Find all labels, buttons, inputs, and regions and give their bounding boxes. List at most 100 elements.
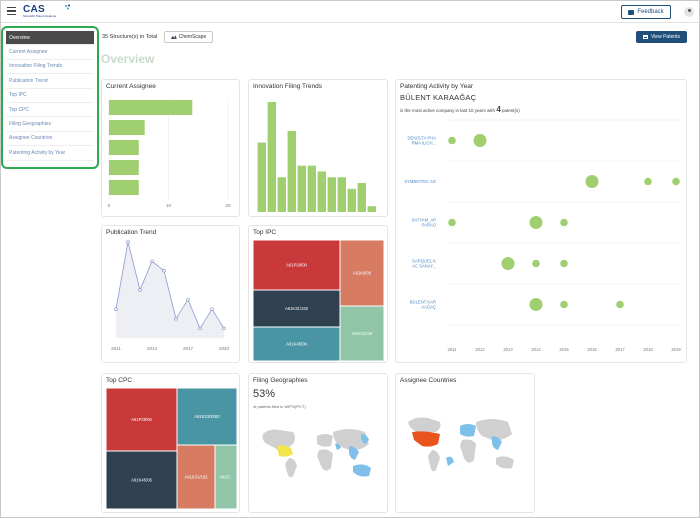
world-map-shapes (262, 429, 371, 478)
treemap-label: A61K31/192 (285, 306, 309, 311)
bubble (560, 218, 568, 227)
sidebar-item-filing-geographies[interactable]: Filing Geographies (6, 117, 94, 132)
data-point (138, 288, 142, 292)
top-header: CAS Scientific Patent Explorer Feedback (1, 1, 699, 23)
treemap-cell (214, 444, 238, 510)
top-cpc-treemap: A61P29/00 A61K2300/00 A61K45/06 A61K31/192 A… (105, 387, 238, 510)
top-ipc-card: Top IPC A61P29/00 A61K9/00 A61K31/192 A61K4… (248, 225, 388, 363)
view-patents-button[interactable]: View Patents (636, 31, 687, 43)
sidebar-item-patenting-activity[interactable]: Patenting Activity by Year (6, 146, 94, 161)
x-tick-label: 2017 (183, 346, 194, 351)
bubble (672, 177, 680, 186)
x-tick-label: 2019 (671, 347, 681, 352)
assignee-countries-card: Assignee Countries (395, 373, 535, 513)
bubble (448, 218, 456, 227)
bubble (560, 259, 568, 268)
sidebar-item-top-cpc[interactable]: Top CPC (6, 103, 94, 118)
logo-dots-icon (65, 4, 70, 10)
bubble (644, 177, 652, 186)
company-label: RMA ILICH... (412, 141, 436, 146)
bubble (529, 216, 543, 229)
cas-logo[interactable]: CAS Scientific Patent Explorer (23, 4, 70, 18)
logo-subtitle: Scientific Patent Explorer (23, 14, 57, 18)
x-tick-label: 2018 (643, 347, 653, 352)
treemap-label: A61K31/19 (352, 331, 373, 336)
bar (109, 140, 139, 155)
chemscape-label: ChemScape (178, 34, 207, 40)
activity-summary: is the most active company in last 10 ye… (400, 105, 520, 114)
data-point (114, 307, 118, 311)
chemscape-button[interactable]: ChemScape (164, 31, 213, 43)
sidebar-item-assignee-countries[interactable]: Assignee Countries (6, 132, 94, 147)
top-ipc-treemap: A61P29/00 A61K9/00 A61K31/192 A61K45/06 A61K… (252, 239, 385, 362)
treemap-cell (105, 387, 178, 452)
bar (307, 165, 316, 212)
treemap-label: A61K45/06 (286, 342, 307, 347)
filing-geographies-map (262, 429, 371, 478)
sidebar-item-top-ipc[interactable]: Top IPC (6, 89, 94, 103)
company-label: DEKOLTA PHA (408, 136, 437, 141)
view-patents-label: View Patents (650, 34, 681, 40)
bubble (532, 259, 540, 268)
bar (347, 188, 356, 212)
wipo-label: of patents filed in WIPO(PCT) (253, 404, 306, 409)
treemap-label: A61K9/00 (353, 271, 372, 276)
card-title: Top IPC (253, 229, 277, 236)
x-tick-label: 2013 (503, 347, 513, 352)
bar (327, 177, 336, 212)
x-tick-label: 0 (108, 203, 111, 208)
data-point (150, 259, 154, 263)
treemap-label: A61P29/00 (286, 263, 307, 268)
card-title: Assignee Countries (400, 377, 457, 384)
company-label: PARAO (422, 223, 437, 228)
bubble (473, 134, 487, 147)
bar (109, 100, 193, 115)
sidebar-item-overview[interactable]: Overview (6, 31, 94, 46)
company-label: AAĞAÇ (421, 305, 436, 310)
x-tick-label: 2014 (531, 347, 541, 352)
treemap-label: A61K31/192 (184, 475, 208, 480)
publication-trend-card: Publication Trend 2011 2014 2017 2020 (101, 225, 240, 363)
company-label: SATYAM_AP (411, 218, 436, 223)
data-point (186, 297, 190, 302)
bar (277, 177, 286, 212)
summary-prefix: is the most active company in last 10 ye… (400, 108, 496, 113)
bubble (585, 175, 599, 188)
sidebar-item-innovation-filing-trends[interactable]: Innovation Filing Trends (6, 60, 94, 75)
x-tick-label: 10 (166, 203, 172, 208)
bar (109, 160, 139, 175)
card-title: Filing Geographies (253, 377, 308, 384)
bar (267, 102, 276, 212)
summary-suffix: patent(s) (502, 108, 520, 113)
bar (297, 165, 306, 212)
feedback-button[interactable]: Feedback (621, 5, 671, 19)
bar (367, 206, 376, 212)
innovation-trends-card: Innovation Filing Trends (248, 79, 388, 217)
top-cpc-card: Top CPC A61P29/00 A61K2300/00 A61K45/06 A61… (101, 373, 240, 513)
bar (357, 183, 366, 212)
x-tick-label: 2015 (559, 347, 569, 352)
bubble (448, 136, 456, 145)
bubble (529, 298, 543, 311)
treemap-label: A61K2300/00 (194, 414, 220, 419)
bar (257, 142, 266, 212)
sidebar-item-current-assignee[interactable]: Current Assignee (6, 45, 94, 60)
data-point (162, 269, 166, 273)
area-fill (116, 242, 224, 338)
bar (287, 130, 296, 212)
treemap-cell (176, 444, 216, 510)
user-avatar-icon[interactable] (684, 7, 694, 17)
card-title: Top CPC (106, 377, 133, 384)
treemap-label: A61P... (219, 475, 232, 480)
sidebar-item-publication-trend[interactable]: Publication Trend (6, 74, 94, 89)
data-point (210, 307, 214, 311)
treemap-cell (339, 305, 385, 362)
treemap-cell (176, 387, 238, 446)
window-icon (642, 35, 648, 39)
feedback-icon (628, 9, 635, 15)
hamburger-menu-icon[interactable] (7, 7, 16, 15)
company-label: SARQUEL K (412, 259, 436, 264)
feedback-label: Feedback (637, 9, 664, 15)
sidebar-nav: Overview Current Assignee Innovation Fil… (1, 26, 99, 169)
